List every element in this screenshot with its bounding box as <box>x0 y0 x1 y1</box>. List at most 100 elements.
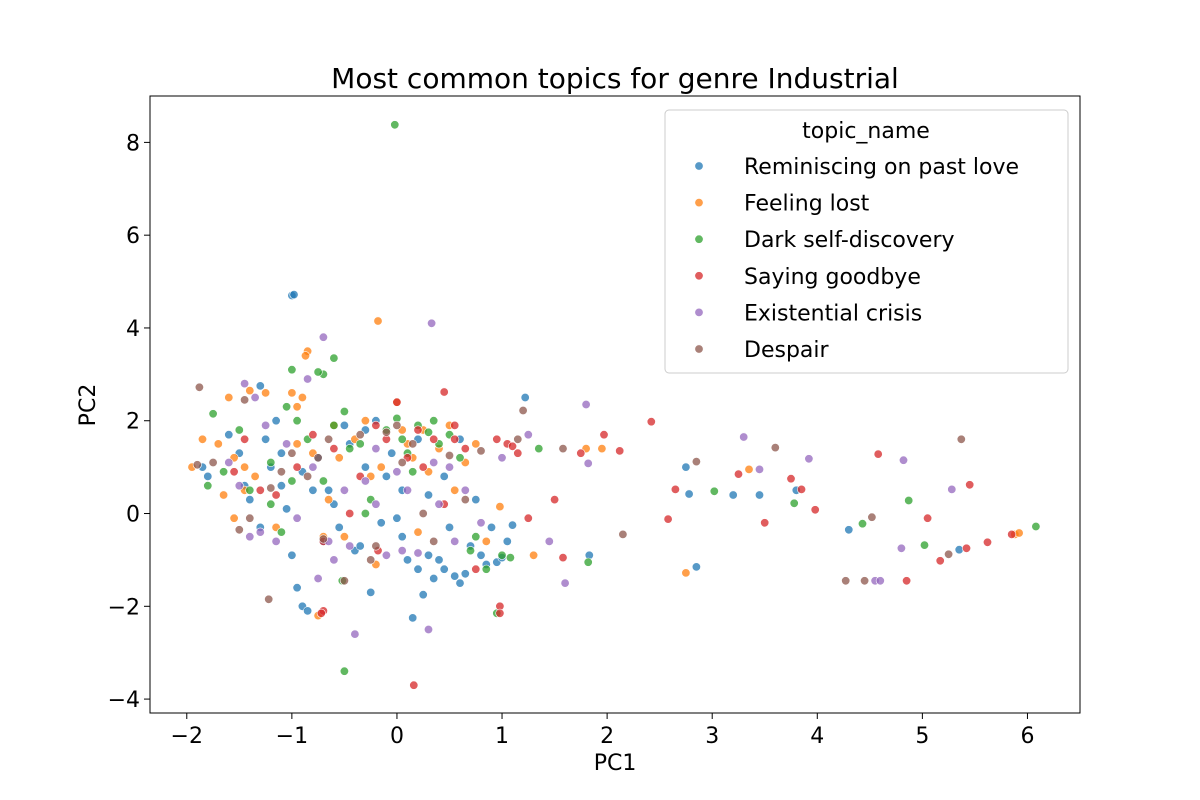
y-axis-label: PC2 <box>76 384 101 427</box>
data-point <box>318 332 328 342</box>
x-tick-label: 6 <box>1020 724 1034 749</box>
data-point <box>339 666 349 676</box>
data-point <box>303 471 313 481</box>
data-point <box>261 388 271 398</box>
data-point <box>471 495 481 505</box>
data-point <box>292 402 302 412</box>
data-point <box>520 392 530 402</box>
data-point <box>709 486 719 496</box>
plot-frame <box>149 95 1081 714</box>
data-point <box>471 564 481 574</box>
data-point <box>245 495 255 505</box>
data-point <box>376 462 386 472</box>
data-point <box>786 474 796 484</box>
data-point <box>413 425 423 435</box>
data-point <box>308 485 318 495</box>
data-point <box>754 490 764 500</box>
data-point <box>371 541 381 551</box>
data-point <box>360 462 370 472</box>
data-point <box>392 513 402 523</box>
legend-label: Existential crisis <box>744 301 922 326</box>
data-point <box>194 382 204 392</box>
data-point <box>245 485 255 495</box>
legend-label: Reminiscing on past love <box>744 155 1019 180</box>
data-point <box>255 485 265 495</box>
data-point <box>397 546 407 556</box>
legend-label: Dark self-discovery <box>744 228 955 253</box>
data-point <box>224 430 234 440</box>
data-point <box>245 532 255 542</box>
data-point <box>471 532 481 542</box>
data-point <box>287 365 297 375</box>
data-point <box>423 490 433 500</box>
data-point <box>450 536 460 546</box>
data-point <box>691 562 701 572</box>
data-point <box>392 420 402 430</box>
data-point <box>234 425 244 435</box>
data-point <box>898 455 908 465</box>
data-point <box>271 536 281 546</box>
data-point <box>429 457 439 467</box>
data-point <box>663 514 673 524</box>
data-point <box>313 453 323 463</box>
data-point <box>292 462 302 472</box>
data-point <box>408 467 418 477</box>
data-point <box>198 434 208 444</box>
legend-marker <box>694 344 704 354</box>
data-point <box>408 439 418 449</box>
data-point <box>560 578 570 588</box>
data-point <box>728 490 738 500</box>
data-point <box>739 432 749 442</box>
legend-box <box>664 109 1069 374</box>
data-point <box>497 453 507 463</box>
data-point <box>339 420 349 430</box>
data-point <box>523 513 533 523</box>
data-point <box>947 484 957 494</box>
data-point <box>240 395 250 405</box>
data-point <box>276 481 286 491</box>
data-point <box>371 444 381 454</box>
data-point <box>923 513 933 523</box>
data-point <box>495 502 505 512</box>
data-point <box>208 409 218 419</box>
data-point <box>192 460 202 470</box>
data-point <box>460 569 470 579</box>
data-point <box>804 454 814 464</box>
x-axis-ticks: −2 −1 0 1 2 3 4 5 6 <box>171 713 1034 749</box>
data-point <box>360 416 370 426</box>
data-point <box>355 541 365 551</box>
legend-marker <box>694 161 704 171</box>
legend-title: topic_name <box>802 119 930 144</box>
data-point <box>345 508 355 518</box>
data-point <box>507 441 517 451</box>
data-point <box>576 448 586 458</box>
data-point <box>292 439 302 449</box>
data-point <box>287 388 297 398</box>
data-point <box>373 316 383 326</box>
data-point <box>297 392 307 402</box>
data-point <box>513 434 523 444</box>
data-point <box>439 471 449 481</box>
legend-items: Reminiscing on past love Feeling lost Dark… <box>694 155 1019 363</box>
data-point <box>366 587 376 597</box>
data-point <box>789 498 799 508</box>
y-tick-label: −4 <box>108 688 140 713</box>
data-point <box>597 444 607 454</box>
data-point <box>418 462 428 472</box>
data-point <box>345 541 355 551</box>
data-point <box>691 457 701 467</box>
data-point <box>581 399 591 409</box>
data-point <box>381 471 391 481</box>
data-point <box>224 457 234 467</box>
data-point <box>681 462 691 472</box>
data-point <box>423 427 433 437</box>
data-point <box>324 434 334 444</box>
data-point <box>366 555 376 565</box>
data-point <box>334 522 344 532</box>
data-point <box>1031 521 1041 531</box>
data-point <box>276 527 286 537</box>
data-point <box>313 367 323 377</box>
data-point <box>429 434 439 444</box>
data-point <box>583 458 593 468</box>
data-point <box>476 550 486 560</box>
